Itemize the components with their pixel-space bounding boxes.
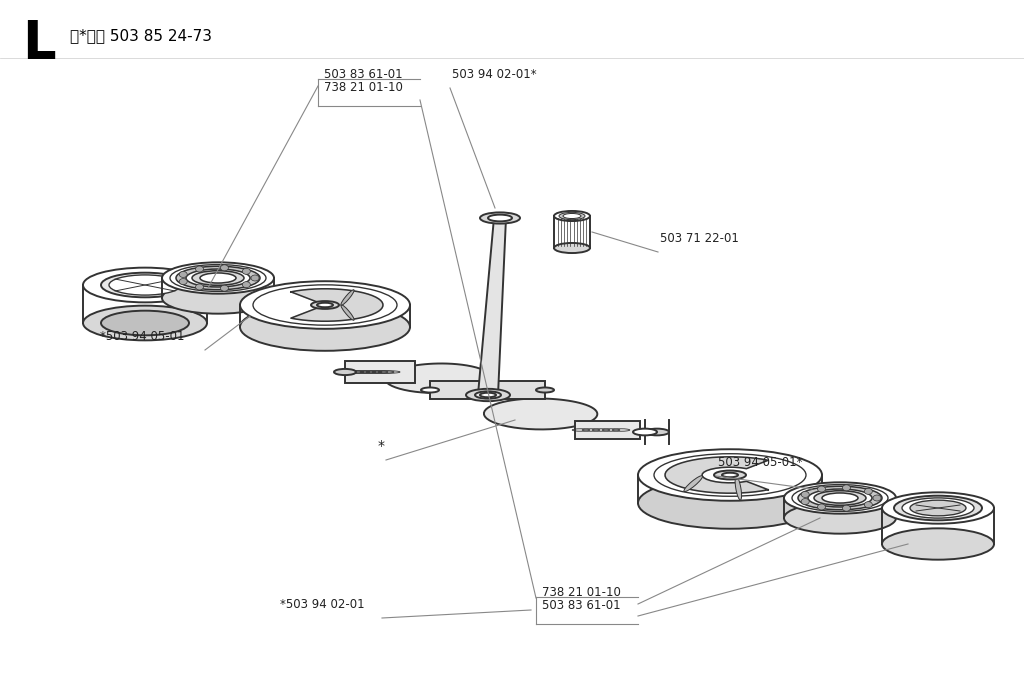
- Ellipse shape: [817, 486, 825, 492]
- Text: 503 83 61-01: 503 83 61-01: [324, 68, 402, 81]
- Text: 503 94 05-01*: 503 94 05-01*: [718, 456, 803, 469]
- Ellipse shape: [554, 211, 590, 221]
- Text: *: *: [378, 439, 385, 453]
- Ellipse shape: [817, 504, 825, 510]
- Ellipse shape: [240, 281, 410, 329]
- Ellipse shape: [784, 482, 896, 514]
- Ellipse shape: [722, 473, 738, 477]
- Ellipse shape: [910, 500, 966, 516]
- Text: 503 94 02-01*: 503 94 02-01*: [452, 68, 537, 81]
- Polygon shape: [385, 363, 492, 393]
- Ellipse shape: [864, 489, 872, 494]
- Ellipse shape: [808, 489, 872, 507]
- Ellipse shape: [645, 428, 669, 435]
- Polygon shape: [430, 381, 545, 399]
- Ellipse shape: [801, 491, 809, 498]
- Ellipse shape: [179, 271, 187, 278]
- Ellipse shape: [243, 268, 250, 274]
- Ellipse shape: [251, 275, 259, 281]
- Ellipse shape: [83, 305, 207, 340]
- Ellipse shape: [864, 502, 872, 507]
- Ellipse shape: [317, 303, 333, 308]
- Ellipse shape: [814, 491, 866, 505]
- Ellipse shape: [176, 266, 260, 290]
- Text: 738 21 01-10: 738 21 01-10: [542, 586, 621, 599]
- Ellipse shape: [101, 310, 189, 336]
- Ellipse shape: [554, 243, 590, 253]
- Ellipse shape: [475, 391, 501, 398]
- Ellipse shape: [735, 477, 741, 500]
- Ellipse shape: [196, 266, 204, 272]
- Ellipse shape: [466, 389, 510, 401]
- Text: 503 83 61-01: 503 83 61-01: [542, 599, 621, 612]
- Ellipse shape: [186, 269, 250, 287]
- Ellipse shape: [311, 301, 339, 309]
- Ellipse shape: [341, 305, 354, 320]
- Ellipse shape: [633, 428, 657, 435]
- Text: L: L: [22, 18, 55, 70]
- Text: 738 21 01-10: 738 21 01-10: [324, 81, 402, 94]
- Ellipse shape: [162, 282, 274, 314]
- Ellipse shape: [243, 282, 250, 288]
- Ellipse shape: [179, 278, 187, 284]
- Ellipse shape: [822, 493, 858, 503]
- Ellipse shape: [638, 449, 822, 500]
- Ellipse shape: [196, 284, 204, 290]
- Text: *503 94 05-01: *503 94 05-01: [100, 330, 184, 343]
- Ellipse shape: [559, 212, 585, 219]
- Polygon shape: [575, 421, 640, 439]
- Ellipse shape: [200, 273, 236, 283]
- Ellipse shape: [488, 215, 512, 222]
- Ellipse shape: [83, 268, 207, 303]
- Polygon shape: [484, 398, 597, 429]
- Ellipse shape: [894, 496, 982, 520]
- Ellipse shape: [684, 476, 702, 491]
- Ellipse shape: [882, 492, 994, 524]
- Ellipse shape: [193, 271, 244, 285]
- Ellipse shape: [109, 275, 181, 295]
- Ellipse shape: [240, 303, 410, 351]
- Ellipse shape: [873, 495, 881, 501]
- Ellipse shape: [638, 477, 822, 528]
- Ellipse shape: [798, 487, 882, 510]
- Ellipse shape: [784, 503, 896, 533]
- Text: 一*体型 503 85 24-73: 一*体型 503 85 24-73: [70, 28, 212, 43]
- Ellipse shape: [480, 393, 496, 397]
- Text: 503 71 22-01: 503 71 22-01: [660, 232, 739, 245]
- Ellipse shape: [162, 262, 274, 294]
- Text: *503 94 02-01: *503 94 02-01: [280, 598, 365, 611]
- Ellipse shape: [714, 470, 746, 480]
- Ellipse shape: [563, 213, 581, 219]
- Ellipse shape: [882, 528, 994, 560]
- Ellipse shape: [843, 505, 850, 511]
- Ellipse shape: [220, 285, 228, 291]
- Ellipse shape: [341, 289, 354, 305]
- Ellipse shape: [843, 485, 850, 491]
- Polygon shape: [478, 217, 506, 396]
- Ellipse shape: [902, 498, 974, 518]
- Ellipse shape: [801, 498, 809, 505]
- Ellipse shape: [334, 369, 356, 375]
- Ellipse shape: [220, 265, 228, 271]
- Ellipse shape: [536, 387, 554, 393]
- Polygon shape: [345, 361, 415, 383]
- Ellipse shape: [421, 387, 439, 393]
- Ellipse shape: [101, 273, 189, 297]
- Polygon shape: [291, 289, 383, 322]
- Ellipse shape: [480, 212, 520, 224]
- Polygon shape: [666, 457, 768, 493]
